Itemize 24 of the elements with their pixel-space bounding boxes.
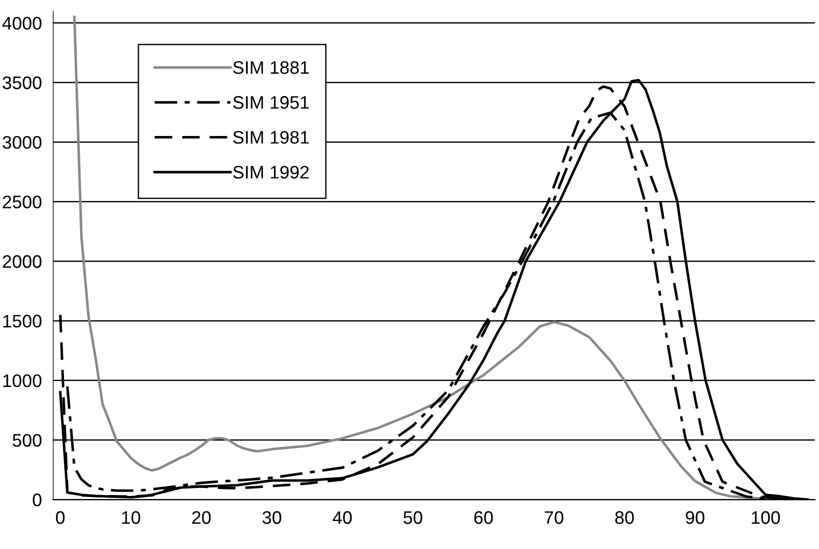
legend-label: SIM 1981 bbox=[233, 130, 309, 144]
x-tick-label: 50 bbox=[404, 511, 422, 524]
x-tick-label: 80 bbox=[615, 511, 634, 524]
y-tick-label: 4000 bbox=[2, 16, 42, 30]
y-tick-label: 0 bbox=[32, 494, 42, 506]
legend-label: SIM 1992 bbox=[233, 166, 309, 179]
y-tick-label: 500 bbox=[12, 434, 42, 447]
x-tick-label: 0 bbox=[56, 511, 65, 524]
legend-label: SIM 1951 bbox=[233, 96, 309, 109]
x-tick-label: 10 bbox=[122, 511, 140, 524]
y-tick-label: 1500 bbox=[3, 314, 42, 328]
legend-label: SIM 1881 bbox=[233, 61, 309, 74]
x-tick-label: 90 bbox=[686, 511, 704, 524]
x-tick-label: 20 bbox=[192, 511, 211, 524]
y-tick-label: 3000 bbox=[2, 136, 42, 149]
x-tick-label: 60 bbox=[474, 511, 493, 524]
x-tick-label: 40 bbox=[332, 511, 352, 524]
y-tick-label: 3500 bbox=[2, 76, 42, 90]
y-tick-label: 2500 bbox=[2, 196, 42, 208]
y-tick-label: 1000 bbox=[3, 374, 42, 388]
y-tick-label: 2000 bbox=[2, 255, 42, 268]
x-tick-label: 70 bbox=[544, 511, 564, 524]
x-tick-label: 100 bbox=[752, 511, 780, 524]
x-tick-label: 30 bbox=[262, 511, 282, 524]
